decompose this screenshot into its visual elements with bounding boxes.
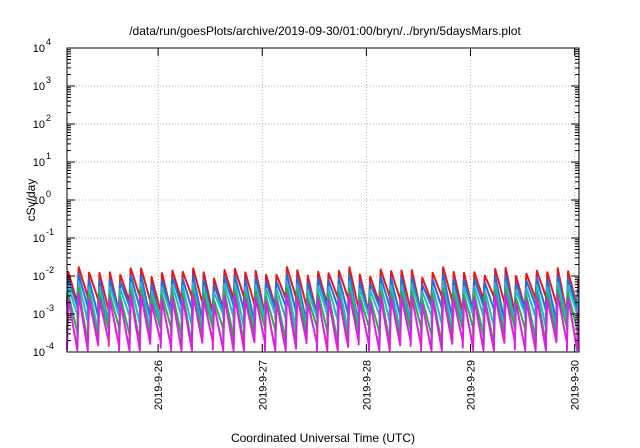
y-tick-label: 10: [33, 119, 45, 131]
x-tick-label: 2019-9-30: [570, 360, 582, 410]
y-tick-label: 10: [33, 43, 45, 55]
y-tick-label: 10: [33, 233, 45, 245]
y-tick-exponent: -1: [46, 227, 54, 237]
y-tick-exponent: 4: [46, 37, 51, 47]
x-axis-title: Coordinated Universal Time (UTC): [231, 431, 415, 445]
y-tick-label: 10: [33, 347, 45, 359]
y-tick-exponent: -4: [46, 341, 54, 351]
x-tick-label: 2019-9-29: [466, 360, 478, 410]
y-tick-exponent: 1: [46, 151, 51, 161]
y-axis-title: cSv/day: [24, 179, 38, 222]
y-tick-exponent: 3: [46, 75, 51, 85]
y-tick-exponent: -2: [46, 265, 54, 275]
y-tick-exponent: 0: [46, 189, 51, 199]
axis-ticks: 10-410-310-210-11001011021031042019-9-26…: [33, 37, 582, 410]
x-tick-label: 2019-9-27: [257, 360, 269, 410]
grid-lines: [67, 48, 579, 352]
y-tick-exponent: 2: [46, 113, 51, 123]
series-line-5: [66, 292, 580, 352]
y-tick-label: 10: [33, 157, 45, 169]
y-tick-label: 10: [33, 195, 45, 207]
chart-title: /data/run/goesPlots/archive/2019-09-30/0…: [129, 24, 521, 38]
y-tick-exponent: -3: [46, 303, 54, 313]
y-tick-label: 10: [33, 271, 45, 283]
y-tick-label: 10: [33, 81, 45, 93]
y-tick-label: 10: [33, 309, 45, 321]
x-tick-label: 2019-9-26: [153, 360, 165, 410]
x-tick-label: 2019-9-28: [361, 360, 373, 410]
series-lines: [66, 266, 580, 352]
